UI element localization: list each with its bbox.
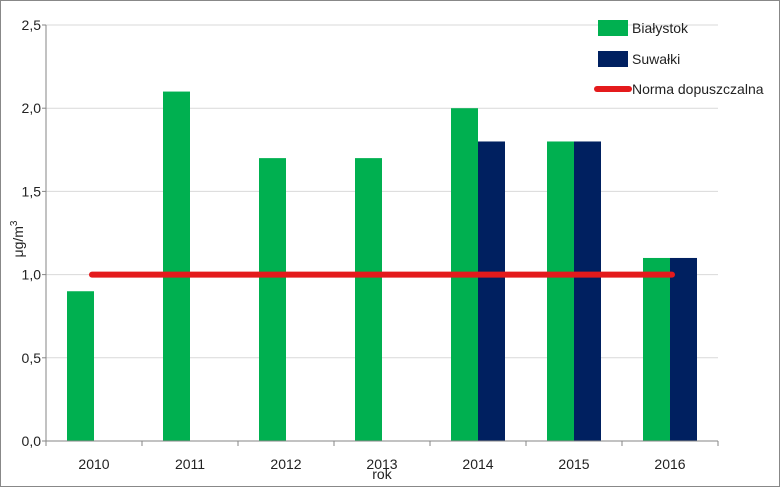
- y-axis-title: μg/m3: [9, 220, 26, 257]
- x-tick-label: 2015: [558, 456, 589, 472]
- bar-suwalki-2016: [670, 257, 697, 441]
- x-tick-label: 2012: [270, 456, 301, 472]
- bar-suwalki-2015: [574, 141, 601, 442]
- bar-bialystok-2016: [643, 257, 670, 441]
- x-tick-label: 2014: [462, 456, 493, 472]
- legend-label-suwalki: Suwałki: [632, 51, 680, 67]
- bars: [67, 91, 697, 442]
- x-tick-label: 2013: [366, 456, 397, 472]
- legend-swatch-suwalki: [598, 51, 628, 67]
- bar-suwalki-2014: [478, 141, 505, 442]
- axes: [42, 24, 719, 446]
- y-tick-labels: 0,0 0,5 1,0 1,5 2,0 2,5: [22, 17, 42, 449]
- y-tick-label: 1,5: [22, 183, 42, 199]
- bar-bialystok-2013: [355, 158, 382, 441]
- legend: Białystok Suwałki Norma dopuszczalna: [594, 20, 764, 97]
- bar-bialystok-2010: [67, 291, 94, 441]
- x-tick-label: 2011: [175, 456, 205, 472]
- bar-bialystok-2015: [547, 141, 574, 442]
- bar-bialystok-2012: [259, 158, 286, 441]
- y-tick-label: 0,0: [22, 433, 42, 449]
- x-axis-title: rok: [372, 466, 392, 482]
- y-tick-label: 2,5: [22, 17, 42, 33]
- x-tick-labels: 2010 2011 2012 2013 2014 2015 2016: [78, 456, 685, 472]
- legend-swatch-bialystok: [598, 20, 628, 36]
- y-tick-label: 2,0: [22, 100, 42, 116]
- x-tick-label: 2016: [654, 456, 685, 472]
- legend-label-norma: Norma dopuszczalna: [632, 81, 764, 97]
- x-tick-label: 2010: [78, 456, 109, 472]
- y-tick-label: 0,5: [22, 350, 42, 366]
- y-axis-title-unit: μg/m: [10, 226, 26, 257]
- y-axis-title-superscript: 3: [9, 220, 20, 226]
- bar-bialystok-2011: [163, 91, 190, 441]
- y-tick-label: 1,0: [22, 267, 42, 283]
- legend-label-bialystok: Białystok: [632, 20, 689, 36]
